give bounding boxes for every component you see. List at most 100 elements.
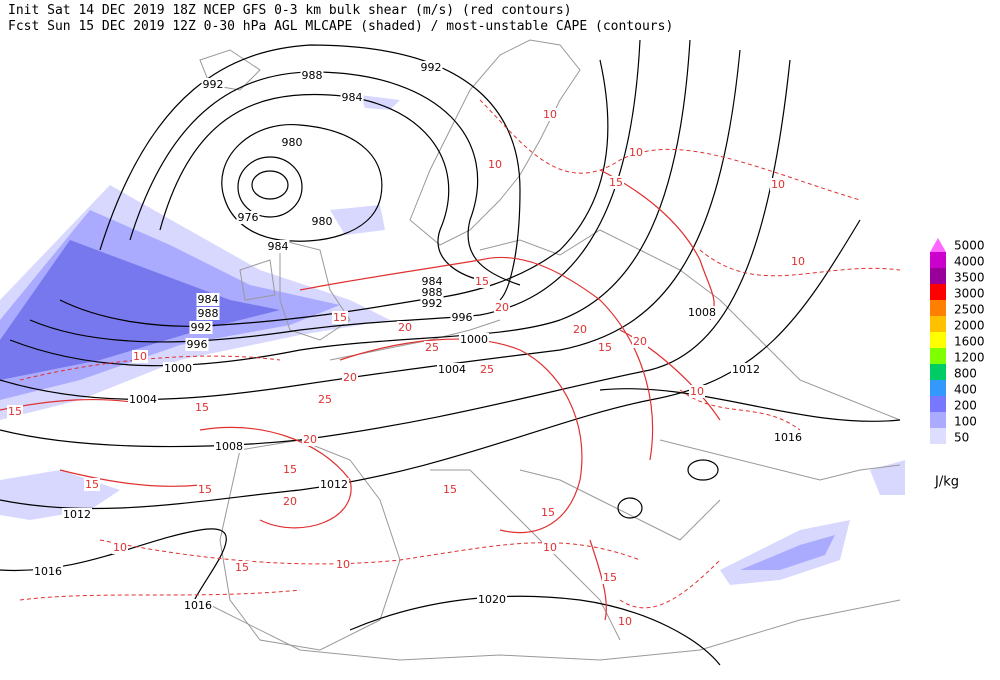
isobar-label-bg [420,275,444,288]
shear-label-bg [302,433,318,446]
legend-label: 50 [954,431,969,445]
shear-label: 10 [336,558,350,571]
shear-label: 10 [618,615,632,628]
isobar-label-bg [163,362,193,375]
shear-label: 20 [495,301,509,314]
shear-label: 10 [690,385,704,398]
legend-swatch [930,428,946,444]
legend-label: 5000 [954,239,985,253]
shear-label: 25 [480,363,494,376]
legend-swatch [930,380,946,396]
shear-label-bg [397,321,413,334]
shear-label-bg [234,561,250,574]
header-line1: Init Sat 14 DEC 2019 18Z NCEP GFS 0-3 km… [8,3,572,18]
isobar-label: 1008 [688,306,716,319]
shear-label-bg [617,615,633,628]
shear-label-bg [194,401,210,414]
isobars [0,39,901,666]
shear-label-bg [282,495,298,508]
shear-label-bg [770,178,786,191]
shear-label: 10 [133,350,147,363]
isobar-label: 992 [422,297,443,310]
legend-swatch [930,252,946,268]
legend-swatch [930,268,946,284]
shear-label: 20 [398,321,412,334]
isobar-label-bg [266,240,290,253]
isobar-label-bg [477,593,507,606]
isobar-label: 992 [203,78,224,91]
shear-label: 10 [543,108,557,121]
isobar-label-bg [687,306,717,319]
shear-label-bg [790,255,806,268]
shear-label-bg [608,176,624,189]
legend-label: 2000 [954,319,985,333]
legend-swatch [930,284,946,300]
isobar-label-bg [420,297,444,310]
isobar-label: 980 [312,215,333,228]
shear-label-bg [542,541,558,554]
legend-label: 3500 [954,271,985,285]
shear-label-bg [112,541,128,554]
shear-label: 10 [771,178,785,191]
isobar-label: 1016 [774,431,802,444]
shear-label-bg [424,341,440,354]
shear-label-bg [317,393,333,406]
isobar-label-bg [319,478,349,491]
coastlines [199,39,901,661]
isobar-label: 984 [198,293,219,306]
legend-swatch [930,348,946,364]
shear-label-bg [494,301,510,314]
legend-label: 400 [954,383,977,397]
header-line2: Fcst Sun 15 DEC 2019 12Z 0-30 hPa AGL ML… [8,19,673,34]
legend-swatch [930,332,946,348]
shear-label: 15 [603,571,617,584]
isobar-label: 1012 [320,478,348,491]
legend-label: 2500 [954,303,985,317]
isobar-label-bg [419,61,443,74]
isobar-label-bg [62,508,92,521]
legend-label: 3000 [954,287,985,301]
shear-label: 15 [598,341,612,354]
cape-shading [0,95,905,585]
shear-label-bg [540,506,556,519]
isobar-label: 992 [191,321,212,334]
legend-swatch [930,364,946,380]
isobar-label: 988 [422,286,443,299]
isobar-label: 1004 [438,363,466,376]
isobar-label-bg [310,215,334,228]
isobar-label-bg [280,136,304,149]
isobar-label-bg [214,440,244,453]
shear-label: 15 [283,463,297,476]
shear-label-bg [332,311,348,324]
shear-label-bg [132,350,148,363]
legend-swatch [930,316,946,332]
isobar-label-bg [450,311,474,324]
legend-swatch [930,396,946,412]
shear-label-bg [487,158,503,171]
isobar-label: 1020 [478,593,506,606]
shear-label: 15 [8,405,22,418]
legend-label: 800 [954,367,977,381]
legend-unit: J/kg [934,475,959,490]
shear-label: 15 [333,311,347,324]
legend-swatch [930,300,946,316]
shear-label-bg [628,146,644,159]
shear-label: 15 [443,483,457,496]
shear-label-bg [632,335,648,348]
shear-label-bg [197,483,213,496]
shear-label-bg [597,341,613,354]
isobar-label-bg [437,363,467,376]
isobar-label: 1016 [184,599,212,612]
isobar-label: 1012 [732,363,760,376]
shear-label: 15 [541,506,555,519]
legend-label: 4000 [954,255,985,269]
isobar-label-bg [189,321,213,334]
shear-label: 20 [633,335,647,348]
isobar-label: 988 [198,307,219,320]
shear-label: 10 [488,158,502,171]
isobar-label-bg [33,565,63,578]
shear-label: 25 [318,393,332,406]
isobar-label: 988 [302,69,323,82]
